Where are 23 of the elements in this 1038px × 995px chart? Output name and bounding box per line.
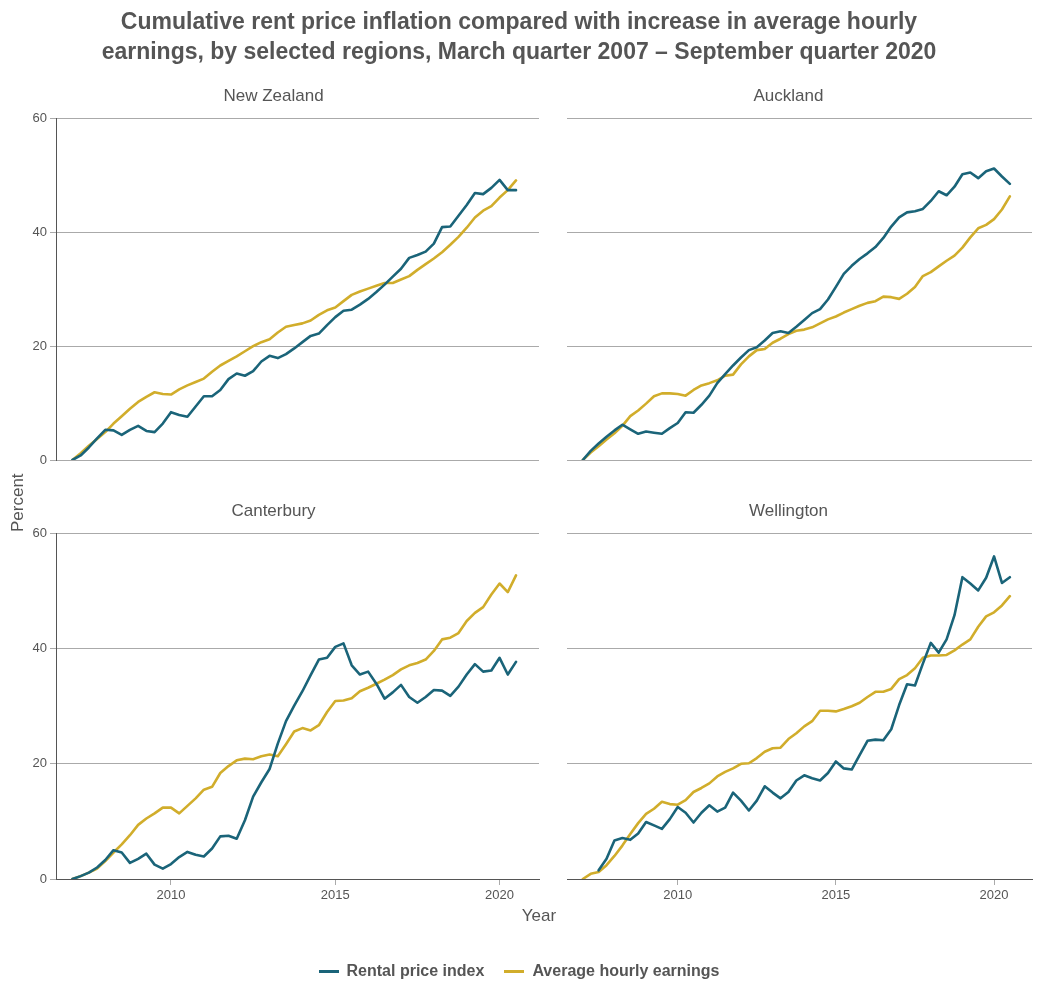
chart-title: Cumulative rent price inflation compared with increase in average hourly earnings, by selected regions, March quarter 2007 – September quarter 2020 <box>100 7 938 66</box>
x-tick-label: 2020 <box>979 887 1009 903</box>
x-tick-label: 2010 <box>663 887 693 903</box>
chart-subtitle: New Zealand <box>223 85 324 105</box>
y-tick-label: 0 <box>39 870 47 886</box>
x-tick-label: 2015 <box>320 887 350 903</box>
y-tick-label: 20 <box>32 337 47 353</box>
y-tick-label: 20 <box>32 755 47 771</box>
legend-label: Average hourly earnings <box>532 962 720 980</box>
y-axis-title: Percent <box>8 473 28 532</box>
y-tick-label: 60 <box>32 524 47 540</box>
y-tick-label: 60 <box>32 109 47 125</box>
y-tick-label: 40 <box>32 640 47 656</box>
chart-subtitle: Canterbury <box>231 500 317 520</box>
x-axis-title: Year <box>520 906 558 926</box>
chart-subtitle: Auckland <box>753 85 824 105</box>
y-tick-label: 0 <box>39 451 47 467</box>
legend-label: Rental price index <box>346 962 485 980</box>
x-tick-label: 2020 <box>485 887 515 903</box>
y-tick-label: 40 <box>32 223 47 239</box>
chart-subtitle: Wellington <box>748 500 829 520</box>
x-tick-label: 2015 <box>821 887 851 903</box>
x-tick-label: 2010 <box>156 887 186 903</box>
